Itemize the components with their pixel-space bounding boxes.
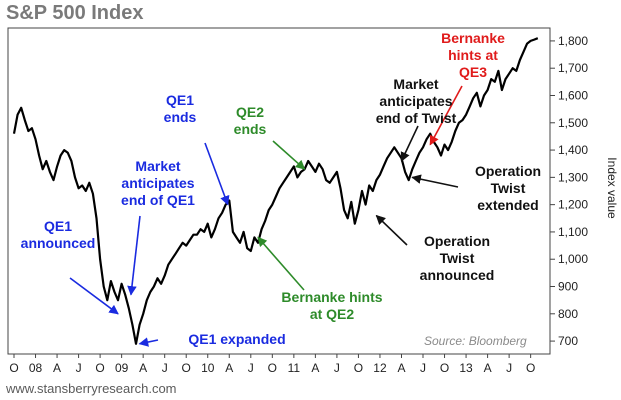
y-tick-label: 1,000	[558, 252, 588, 266]
annotation-line: ends	[233, 121, 267, 137]
x-tick-label: 13	[459, 361, 473, 375]
y-tick-label: 700	[558, 334, 578, 348]
x-tick-label: 08	[29, 361, 43, 375]
annotation-line: hints at	[448, 47, 498, 63]
x-tick-label: 10	[201, 361, 215, 375]
x-tick-label: O	[9, 361, 18, 375]
sp500-series-line	[12, 37, 539, 345]
chart-title: S&P 500 Index	[6, 2, 144, 24]
annotation-line: QE3	[458, 64, 487, 80]
annotation-line: QE1	[43, 218, 72, 234]
x-tick-label: A	[397, 361, 405, 375]
annotation-line: Twist	[439, 250, 475, 266]
annotation-label: QE1 expanded	[162, 331, 312, 348]
annotation-line: Operation	[423, 233, 491, 249]
x-tick-label: 12	[373, 361, 387, 375]
x-tick-label: O	[182, 361, 191, 375]
annotation-line: anticipates	[121, 175, 195, 191]
annotation-line: Twist	[490, 180, 526, 196]
x-tick-label: 11	[288, 361, 301, 375]
annotation-line: ends	[163, 109, 197, 125]
x-tick-label: J	[162, 361, 168, 375]
annotation-line: announced	[20, 235, 96, 251]
annotation-line: at QE2	[309, 306, 355, 322]
y-tick-label: 1,500	[558, 116, 588, 130]
y-tick-label: 1,700	[558, 61, 588, 75]
annotation-line: Operation	[474, 163, 542, 179]
y-tick-label: 1,300	[558, 170, 588, 184]
x-tick-label: J	[420, 361, 426, 375]
annotation-arrow	[257, 236, 305, 291]
footer-url[interactable]: www.stansberryresearch.com	[6, 381, 177, 396]
x-tick-label: J	[506, 361, 512, 375]
x-tick-label: A	[311, 361, 319, 375]
x-tick-label: O	[95, 361, 104, 375]
annotation-label: Bernanke hints at QE2	[262, 289, 402, 323]
y-tick-label: 1,800	[558, 34, 588, 48]
annotation-arrow	[272, 140, 306, 170]
annotation-arrow	[127, 215, 141, 296]
annotation-arrow	[204, 142, 230, 206]
annotation-label: QE1 ends	[150, 92, 210, 126]
annotation-line: Market	[393, 76, 439, 92]
y-tick-label: 1,200	[558, 198, 588, 212]
x-tick-label: O	[268, 361, 277, 375]
y-axis: 700 800 900 1,000 1,100 1,200 1,300 1,400 1,500 1…	[550, 34, 588, 348]
annotation-line: extended	[477, 197, 539, 213]
annotation-arrow	[138, 337, 159, 347]
annotation-label: Operation Twist extended	[460, 163, 556, 214]
annotation-arrow	[375, 214, 408, 246]
x-tick-label: A	[139, 361, 147, 375]
x-tick-label: J	[248, 361, 254, 375]
y-tick-label: 1,600	[558, 88, 588, 102]
x-tick-label: J	[76, 361, 82, 375]
annotation-label: Operation Twist announced	[404, 233, 510, 284]
x-tick-label: 09	[115, 361, 129, 375]
y-tick-label: 1,400	[558, 143, 588, 157]
x-tick-label: O	[440, 361, 449, 375]
plot-frame	[7, 27, 551, 355]
annotation-line: end of QE1	[121, 192, 195, 208]
annotation-label: Bernanke hints at QE3	[430, 30, 516, 81]
annotation-line: QE1 expanded	[188, 331, 286, 347]
annotation-line: QE2	[235, 104, 264, 120]
annotation-label: Market anticipates end of Twist	[364, 76, 468, 127]
x-tick-label: O	[354, 361, 363, 375]
annotation-arrow	[69, 277, 119, 315]
annotation-arrow	[429, 85, 463, 146]
y-axis-label: Index value	[605, 157, 619, 219]
x-tick-label: O	[526, 361, 535, 375]
annotation-label: QE1 announced	[12, 218, 104, 252]
annotation-line: Market	[135, 158, 181, 174]
annotation-label: QE2 ends	[220, 104, 280, 138]
source-note: Source: Bloomberg	[424, 334, 527, 348]
annotation-line: announced	[419, 267, 495, 283]
annotation-line: Bernanke hints	[281, 289, 383, 305]
annotation-arrows	[69, 85, 463, 347]
y-tick-label: 900	[558, 280, 578, 294]
annotation-arrow	[411, 174, 459, 188]
annotation-line: Bernanke	[441, 30, 505, 46]
x-tick-label: J	[334, 361, 340, 375]
annotation-line: end of Twist	[375, 110, 457, 126]
annotation-line: QE1	[165, 92, 194, 108]
annotation-line: anticipates	[379, 93, 453, 109]
x-tick-label: A	[225, 361, 233, 375]
annotation-arrow	[400, 125, 419, 162]
x-tick-label: A	[53, 361, 61, 375]
annotation-label: Market anticipates end of QE1	[110, 158, 206, 209]
y-tick-label: 800	[558, 307, 578, 321]
x-tick-label: A	[484, 361, 492, 375]
y-tick-label: 1,100	[558, 225, 588, 239]
x-axis: O 08 A J O 09 A J O 10 A J O 11 A J O 12 A J O 13 A J O	[9, 354, 535, 375]
